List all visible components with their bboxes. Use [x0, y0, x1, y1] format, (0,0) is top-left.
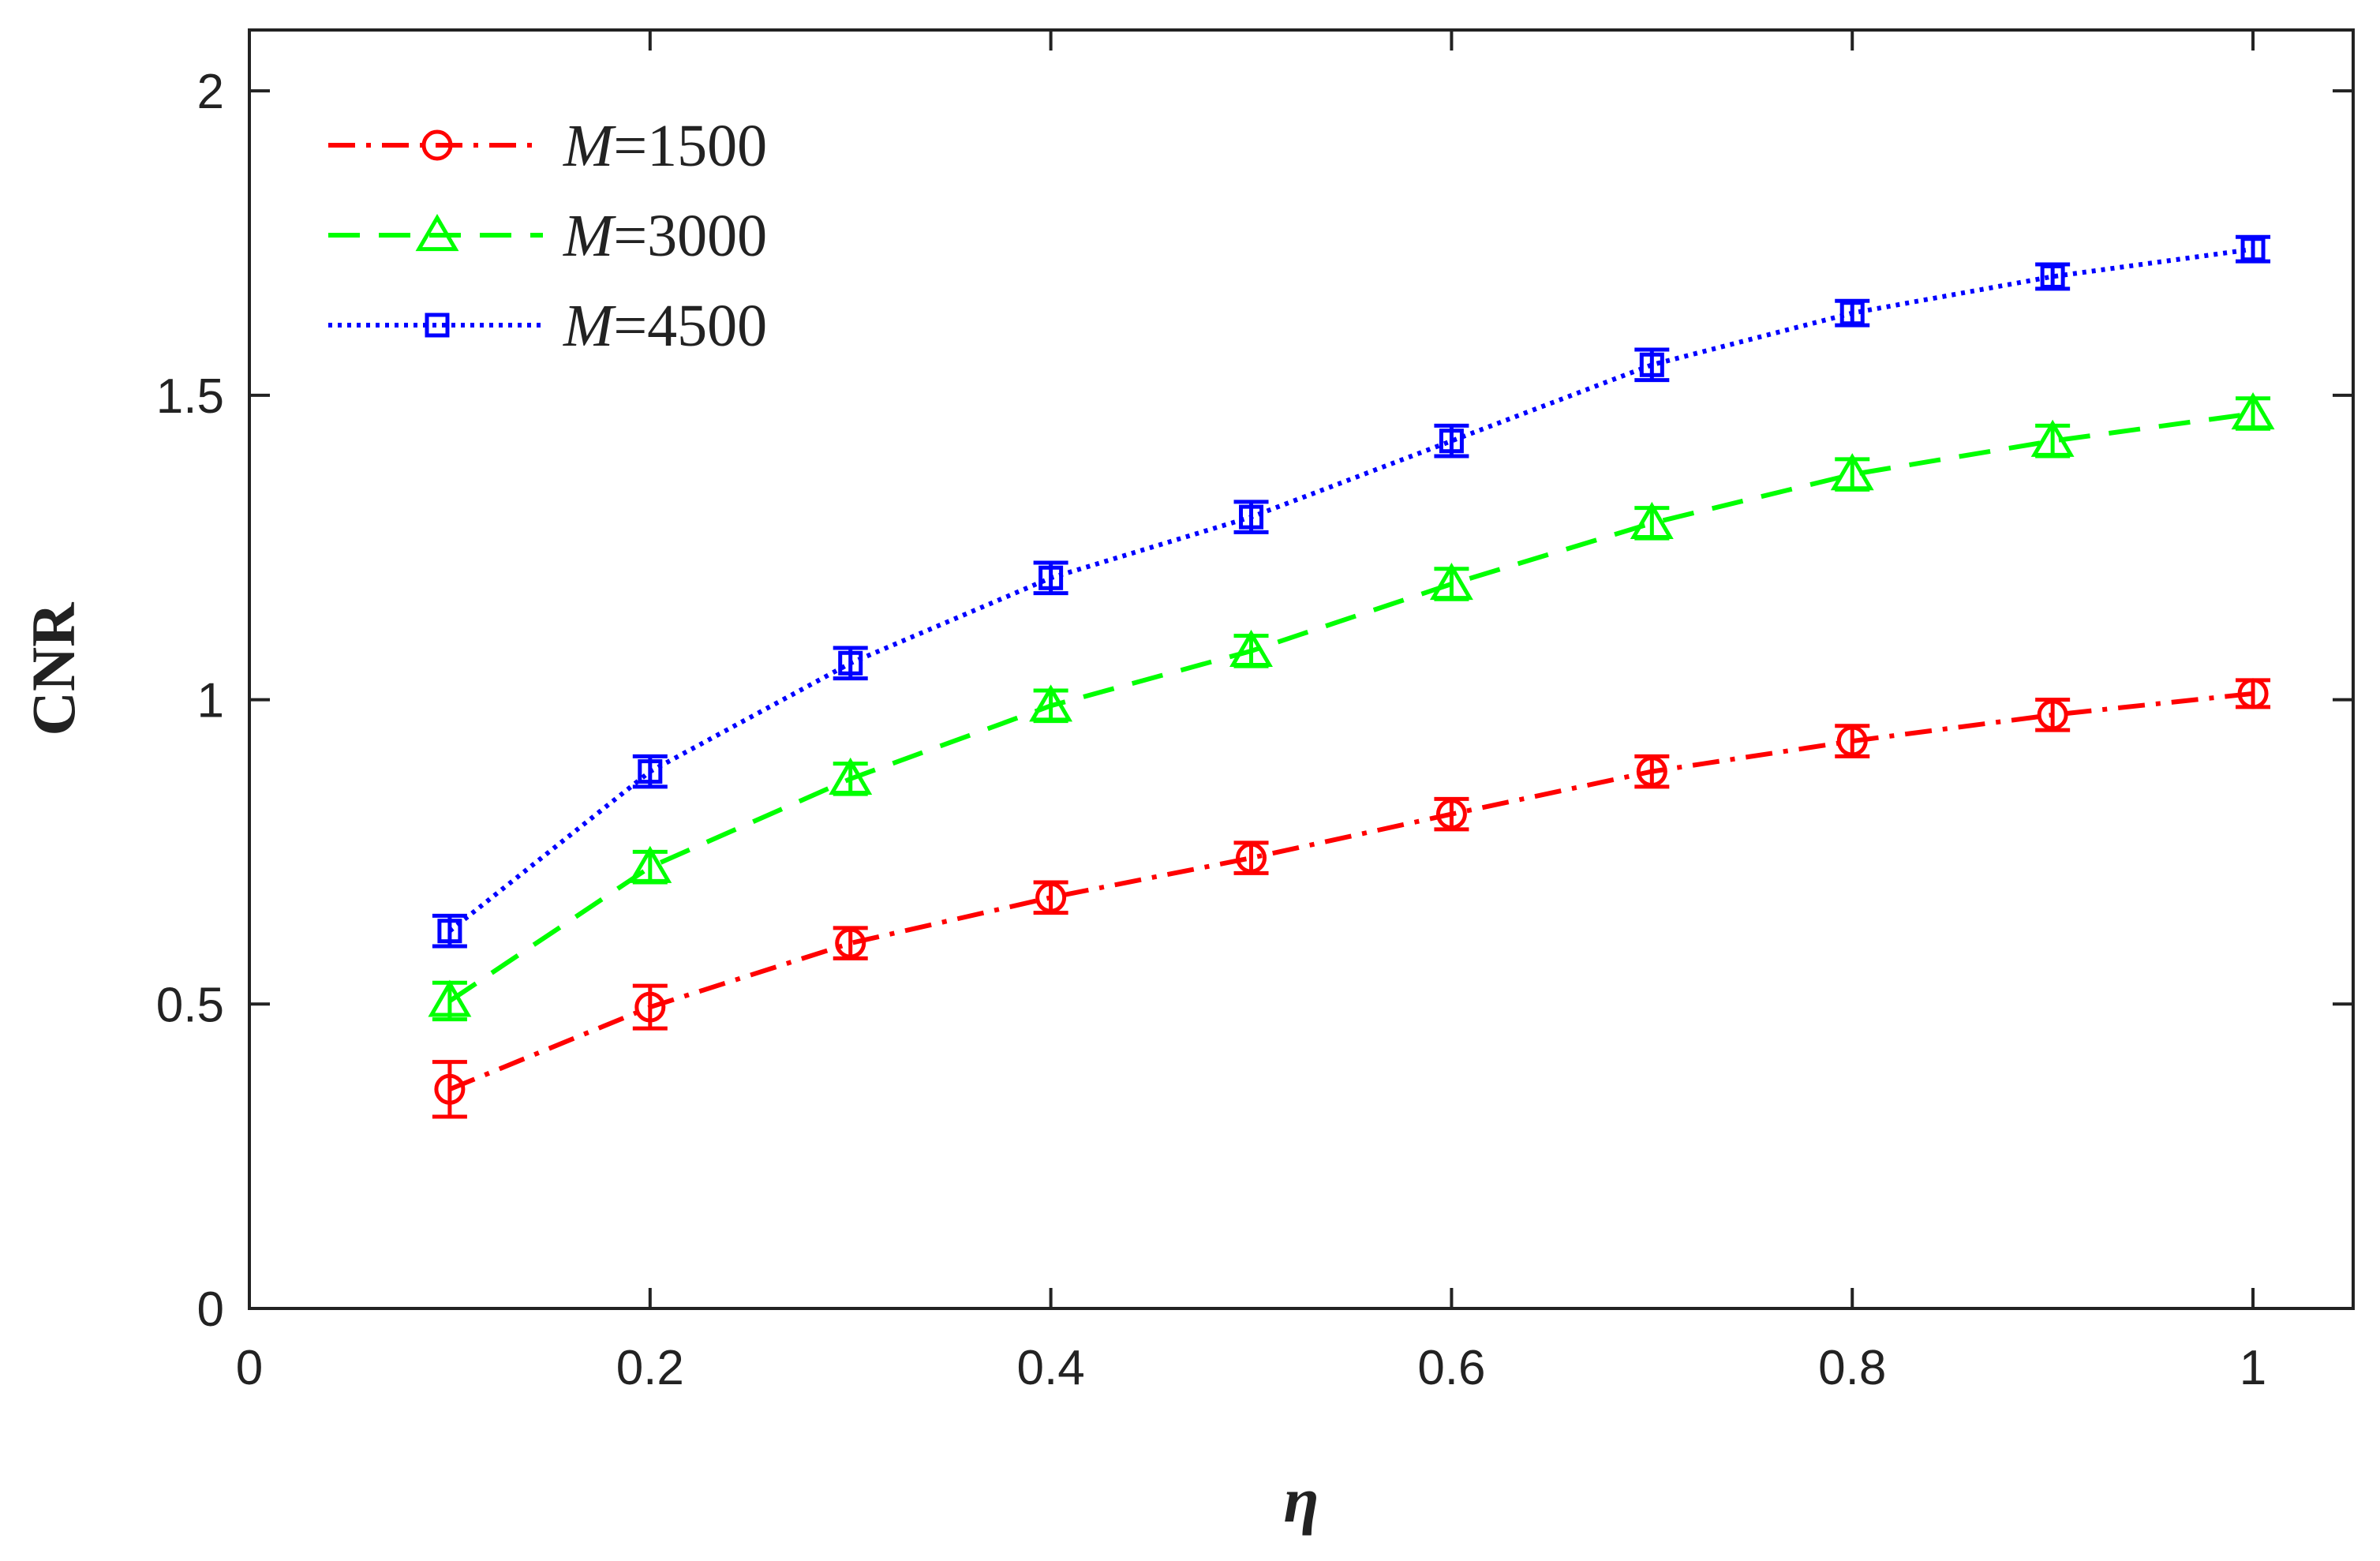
axes-frame	[248, 28, 2355, 1310]
legend-marker	[421, 129, 453, 161]
y-tick-label: 1.5	[156, 369, 224, 424]
data-point-marker	[1229, 629, 1273, 667]
data-point-marker	[1439, 429, 1464, 454]
x-axis-label: η	[1283, 1464, 1319, 1536]
series-square	[432, 234, 2271, 949]
data-point-marker	[1035, 882, 1067, 913]
y-tick-label: 2	[197, 65, 224, 119]
data-point-marker	[1038, 565, 1064, 590]
legend-marker	[415, 214, 459, 252]
data-point-marker	[628, 845, 672, 883]
series-circle	[432, 678, 2271, 1119]
data-point-marker	[2231, 392, 2275, 430]
legend-value: =1500	[613, 113, 767, 179]
data-point-marker	[1636, 756, 1667, 788]
data-point-marker	[2040, 264, 2065, 289]
data-point-marker	[1836, 725, 1868, 757]
y-tick-label: 1	[197, 674, 224, 728]
data-point-marker	[1029, 684, 1073, 722]
data-point-marker	[2030, 419, 2075, 457]
x-tick-label: 0.4	[1017, 1341, 1085, 1395]
legend-variable: M	[563, 113, 616, 179]
data-point-marker	[2240, 237, 2266, 262]
plot-area	[249, 30, 2353, 1308]
data-point-marker	[2037, 699, 2068, 731]
y-tick-label: 0.5	[156, 978, 224, 1032]
data-point-marker	[428, 979, 472, 1017]
x-tick-label: 0	[236, 1341, 263, 1395]
y-tick-label: 0	[197, 1282, 224, 1337]
legend-entry: M=3000	[563, 203, 767, 269]
x-tick-label: 0.2	[616, 1341, 684, 1395]
data-point-marker	[434, 1073, 466, 1105]
data-point-marker	[1239, 504, 1264, 530]
data-point-marker	[838, 650, 863, 676]
data-point-marker	[829, 757, 873, 795]
data-point-marker	[1630, 501, 1674, 539]
legend-variable: M	[563, 203, 616, 269]
legend-entry: M=4500	[563, 293, 767, 359]
data-point-marker	[835, 927, 866, 959]
data-point-marker	[1435, 799, 1467, 830]
x-tick-label: 1	[2240, 1341, 2266, 1395]
data-point-marker	[1429, 563, 1473, 601]
legend-value: =4500	[613, 293, 767, 359]
series-triangle	[428, 392, 2275, 1022]
x-tick-label: 0.8	[1818, 1341, 1886, 1395]
data-point-marker	[437, 919, 462, 944]
legend-value: =3000	[613, 203, 767, 269]
series-line	[448, 411, 2254, 1003]
data-point-marker	[1830, 453, 1874, 491]
data-point-marker	[1839, 301, 1865, 326]
legend-marker	[425, 313, 450, 338]
legend-entry: M=1500	[563, 113, 767, 179]
y-axis-label: CNR	[19, 601, 88, 736]
x-tick-label: 0.6	[1417, 1341, 1485, 1395]
data-point-marker	[634, 991, 666, 1023]
legend-variable: M	[563, 293, 616, 359]
data-point-marker	[1236, 842, 1267, 874]
series-line	[448, 246, 2254, 934]
data-point-marker	[1639, 352, 1664, 377]
data-point-marker	[2237, 678, 2269, 709]
data-point-marker	[638, 759, 663, 784]
